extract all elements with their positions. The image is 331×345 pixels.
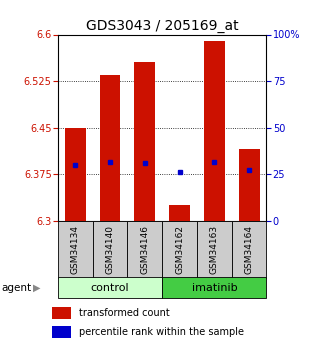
Bar — [52, 326, 71, 338]
Text: transformed count: transformed count — [79, 308, 170, 318]
Text: GSM34162: GSM34162 — [175, 225, 184, 274]
Bar — [232, 221, 266, 278]
Bar — [127, 221, 162, 278]
Text: control: control — [91, 283, 129, 293]
Text: GSM34140: GSM34140 — [106, 225, 115, 274]
Text: GSM34164: GSM34164 — [245, 225, 254, 274]
Bar — [65, 128, 86, 221]
Bar — [58, 277, 162, 298]
Bar — [204, 41, 225, 221]
Bar — [239, 149, 260, 221]
Bar — [100, 75, 120, 221]
Bar — [58, 221, 93, 278]
Bar — [134, 62, 155, 221]
Text: GSM34146: GSM34146 — [140, 225, 149, 274]
Text: GSM34134: GSM34134 — [71, 225, 80, 274]
Title: GDS3043 / 205169_at: GDS3043 / 205169_at — [86, 19, 239, 33]
Bar — [162, 277, 266, 298]
Bar — [52, 307, 71, 319]
Text: GSM34163: GSM34163 — [210, 225, 219, 274]
Bar — [93, 221, 127, 278]
Text: percentile rank within the sample: percentile rank within the sample — [79, 327, 244, 337]
Bar — [162, 221, 197, 278]
Text: imatinib: imatinib — [192, 283, 237, 293]
Bar — [169, 205, 190, 221]
Text: ▶: ▶ — [33, 283, 41, 293]
Text: agent: agent — [2, 283, 32, 293]
Bar — [197, 221, 232, 278]
